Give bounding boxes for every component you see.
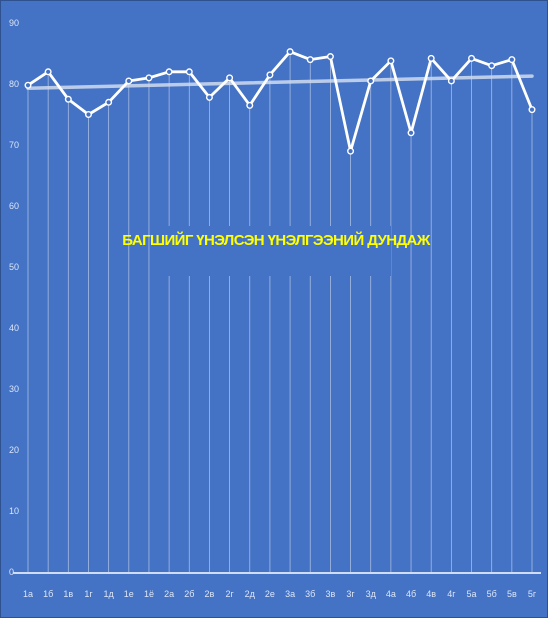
- x-tick-label-5г: 5г: [528, 589, 537, 599]
- data-point-4а: [387, 57, 395, 65]
- x-tick-label-2б: 2б: [184, 589, 194, 599]
- x-tick-label-5а: 5а: [467, 589, 477, 599]
- data-point-5г: [528, 106, 536, 114]
- x-tick-label-3в: 3в: [326, 589, 336, 599]
- y-tick-label-0: 0: [9, 567, 14, 577]
- x-tick-label-3д: 3д: [366, 589, 377, 599]
- x-tick-label-3а: 3а: [285, 589, 295, 599]
- data-point-3б: [306, 56, 314, 64]
- data-point-3д: [367, 77, 375, 85]
- data-point-2е: [266, 71, 274, 79]
- trendline-layer: [26, 74, 534, 91]
- data-point-3а: [286, 48, 294, 56]
- data-point-5в: [508, 56, 516, 64]
- series-line-0: [27, 50, 534, 153]
- data-point-1а: [24, 81, 32, 89]
- chart-title-group: БАГШИЙГ ҮНЭЛСЭН ҮНЭЛГЭЭНИЙ ДУНДАЖ: [122, 226, 431, 276]
- data-point-2а: [165, 68, 173, 76]
- data-point-3в: [326, 53, 334, 61]
- data-point-2д: [246, 101, 254, 109]
- x-tick-label-5б: 5б: [487, 589, 497, 599]
- y-tick-label-30: 30: [9, 384, 19, 394]
- x-tick-label-2г: 2г: [225, 589, 234, 599]
- x-tick-label-4в: 4в: [426, 589, 436, 599]
- x-tick-label-1г: 1г: [84, 589, 93, 599]
- y-tick-label-80: 80: [9, 79, 19, 89]
- x-tick-label-1в: 1в: [63, 589, 73, 599]
- x-tick-label-1а: 1а: [23, 589, 33, 599]
- x-tick-label-4г: 4г: [447, 589, 456, 599]
- gridlines: [27, 51, 533, 572]
- data-point-4б: [407, 129, 415, 137]
- data-point-3г: [347, 147, 355, 155]
- x-tick-label-5в: 5в: [507, 589, 517, 599]
- x-tick-label-1б: 1б: [43, 589, 53, 599]
- y-tick-label-40: 40: [9, 323, 19, 333]
- y-tick-label-10: 10: [9, 506, 19, 516]
- x-tick-label-2е: 2е: [265, 589, 275, 599]
- data-point-1в: [64, 95, 72, 103]
- data-point-2г: [226, 74, 234, 82]
- data-point-1е: [125, 77, 133, 85]
- data-point-2б: [185, 68, 193, 76]
- data-point-2в: [205, 93, 213, 101]
- chart-title-background: [161, 226, 391, 276]
- data-point-1д: [105, 98, 113, 106]
- data-point-5б: [488, 62, 496, 70]
- data-point-1б: [44, 68, 52, 76]
- x-tick-label-3г: 3г: [346, 589, 355, 599]
- y-tick-label-90: 90: [9, 18, 19, 28]
- data-point-1г: [84, 110, 92, 118]
- x-tick-label-2в: 2в: [205, 589, 215, 599]
- x-tick-label-2а: 2а: [164, 589, 174, 599]
- y-tick-label-20: 20: [9, 445, 19, 455]
- y-tick-label-50: 50: [9, 262, 19, 272]
- data-point-4в: [427, 54, 435, 62]
- data-point-5а: [468, 54, 476, 62]
- y-tick-label-60: 60: [9, 201, 19, 211]
- axes: 0 10 20 30 40 50 60 70 80 90 1а 1б 1в 1г 1д 1е 1ё 2а 2б 2в 2…: [9, 18, 541, 599]
- data-point-1ё: [145, 74, 153, 82]
- data-point-4г: [447, 77, 455, 85]
- x-tick-label-4б: 4б: [406, 589, 416, 599]
- x-tick-label-3б: 3б: [305, 589, 315, 599]
- trendline: [26, 74, 534, 91]
- y-tick-label-70: 70: [9, 140, 19, 150]
- x-tick-label-2д: 2д: [245, 589, 256, 599]
- x-tick-label-1е: 1е: [124, 589, 134, 599]
- series-layer: [24, 48, 536, 155]
- x-tick-label-4а: 4а: [386, 589, 396, 599]
- chart-title: БАГШИЙГ ҮНЭЛСЭН ҮНЭЛГЭЭНИЙ ДУНДАЖ: [122, 231, 431, 249]
- x-tick-label-1ё: 1ё: [144, 589, 154, 599]
- x-tick-label-1д: 1д: [104, 589, 115, 599]
